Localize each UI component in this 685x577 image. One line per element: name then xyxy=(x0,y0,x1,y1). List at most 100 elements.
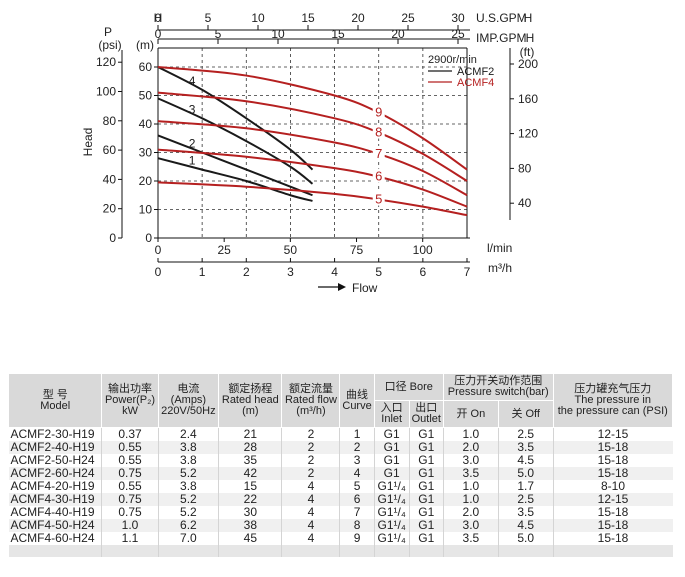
table-cell: 15-18 xyxy=(552,467,673,480)
table-row: ACMF2-40-H19 0.55 3.8 28 2 2 G1 G1 2.0 3.5 15-18 xyxy=(8,441,673,454)
table-cell: 15-18 xyxy=(552,519,673,532)
tick-label-psi: 120 xyxy=(96,55,116,69)
table-cell: ACMF4-50-H24 xyxy=(8,519,102,532)
tick-label-m: 40 xyxy=(139,117,153,131)
curve-label-bg-6 xyxy=(372,168,385,183)
table-cell: 38 xyxy=(218,519,282,532)
table-row: ACMF2-30-H19 0.37 2.4 21 2 1 G1 G1 1.0 2.5 12-15 xyxy=(8,427,673,441)
table-cell: 2 xyxy=(281,467,340,480)
tick-label-us-gpm: 10 xyxy=(251,11,265,25)
curve-8 xyxy=(157,91,468,182)
table-cell-empty xyxy=(101,545,159,557)
table-row: ACMF2-50-H24 0.55 3.8 35 2 3 G1 G1 3.0 4.5 15-18 xyxy=(8,454,673,467)
tick-label-psi: 40 xyxy=(103,172,117,186)
table-cell: ACMF4-40-H19 xyxy=(8,506,102,519)
table-cell: ACMF2-50-H24 xyxy=(8,454,102,467)
curve-label-bg-7 xyxy=(372,145,385,160)
table-cell: 5.0 xyxy=(497,532,554,545)
table-cell: G1 xyxy=(408,427,444,441)
th-inlet: 入口 Inlet xyxy=(373,400,410,428)
table-cell: ACMF2-60-H24 xyxy=(8,467,102,480)
table-cell: 1.0 xyxy=(442,480,499,493)
tick-label-psi: 100 xyxy=(96,85,116,99)
table-cell: G1 xyxy=(373,467,410,480)
table-cell: 1.0 xyxy=(101,519,159,532)
table-cell: G1 xyxy=(373,427,410,441)
table-cell: 0.55 xyxy=(101,441,159,454)
curve-6 xyxy=(157,148,468,208)
table-cell: 3.8 xyxy=(157,441,219,454)
tick-label-m: 30 xyxy=(139,146,153,160)
tick-label-imp-gpm: 20 xyxy=(391,27,405,41)
curve-label-9: 9 xyxy=(375,105,382,120)
tick-label-m3h: 0 xyxy=(155,265,162,279)
table-cell: 15-18 xyxy=(552,454,673,467)
table-cell: G1 xyxy=(373,454,410,467)
spec-table: 型 号 Model 输出功率 Power(P₂) kW 电流 (Amps) 220V/50… xyxy=(7,373,674,557)
table-cell: G1 xyxy=(408,519,444,532)
table-cell: G1 xyxy=(408,532,444,545)
th-model: 型 号 Model xyxy=(7,373,103,428)
table-cell: 3.5 xyxy=(442,467,499,480)
table-cell: G1¹/₄ xyxy=(373,532,410,545)
table-cell-empty xyxy=(552,545,673,557)
table-cell: 4 xyxy=(281,532,340,545)
tick-label-m3h: 3 xyxy=(287,265,294,279)
curve-9 xyxy=(157,66,468,171)
table-cell: ACMF2-30-H19 xyxy=(8,427,102,441)
curve-label-6: 6 xyxy=(375,169,382,184)
table-cell: 2.5 xyxy=(497,493,554,506)
tick-label-m3h: 1 xyxy=(199,265,206,279)
table-cell: 22 xyxy=(218,493,282,506)
table-cell: G1 xyxy=(408,506,444,519)
tick-label-ft: 120 xyxy=(518,127,538,141)
table-cell: 15-18 xyxy=(552,441,673,454)
tick-label-imp-gpm: 10 xyxy=(271,27,285,41)
table-cell: G1 xyxy=(408,441,444,454)
tick-label-lmin: 100 xyxy=(413,243,433,257)
table-cell: 1.0 xyxy=(442,427,499,441)
table-cell-empty xyxy=(281,545,340,557)
table-cell-empty xyxy=(373,545,410,557)
axis-title-flow: Flow xyxy=(352,281,378,295)
curve-label-3: 3 xyxy=(189,102,196,116)
table-cell: 6 xyxy=(339,493,375,506)
table-cell: 28 xyxy=(218,441,282,454)
table-cell: 0.75 xyxy=(101,493,159,506)
tick-label-m3h: 7 xyxy=(464,265,471,279)
table-row: ACMF4-40-H19 0.75 5.2 30 4 7 G1¹/₄ G1 2.0 3.5 15-1… xyxy=(8,506,673,519)
table-cell: 1 xyxy=(339,427,375,441)
table-row: ACMF4-30-H19 0.75 5.2 22 4 6 G1¹/₄ G1 1.0 2.5 12-1… xyxy=(8,493,673,506)
table-cell: 5.2 xyxy=(157,506,219,519)
tick-label-imp-gpm: 0 xyxy=(155,27,162,41)
table-cell: 3.0 xyxy=(442,519,499,532)
table-cell: G1 xyxy=(408,480,444,493)
tick-label-lmin: 0 xyxy=(155,243,162,257)
th-curve: 曲线 Curve xyxy=(339,373,375,428)
tick-label-ft: 80 xyxy=(518,161,532,175)
curve-label-7: 7 xyxy=(375,146,382,161)
tick-label-ft: 40 xyxy=(518,196,532,210)
tick-label-imp-gpm: 15 xyxy=(331,27,345,41)
curve-label-bg-5 xyxy=(372,191,385,206)
table-row: ACMF4-60-H24 1.1 7.0 45 4 9 G1¹/₄ G1 3.5 5.0 15-18 xyxy=(8,532,673,545)
table-cell: 3.5 xyxy=(497,441,554,454)
table-cell: G1 xyxy=(408,467,444,480)
axis-label-imp-gpm-h: H xyxy=(526,31,535,45)
table-cell: G1¹/₄ xyxy=(373,480,410,493)
table-cell: 2 xyxy=(281,441,340,454)
th-head: 额定扬程 Rated head (m) xyxy=(218,373,283,428)
table-cell: 1.7 xyxy=(497,480,554,493)
table-cell: 3.5 xyxy=(442,532,499,545)
table-cell: 0.37 xyxy=(101,427,159,441)
table-cell: 8-10 xyxy=(552,480,673,493)
tick-label-us-gpm: 15 xyxy=(301,11,315,25)
table-cell: G1¹/₄ xyxy=(373,493,410,506)
tick-label-m: 50 xyxy=(139,89,153,103)
axis-label-lmin: l/min xyxy=(487,241,512,255)
table-cell: 35 xyxy=(218,454,282,467)
axis-label-ft-unit: (ft) xyxy=(520,45,535,59)
axis-label-m3h: m³/h xyxy=(488,261,512,275)
table-cell: 3.0 xyxy=(442,454,499,467)
table-cell: 3.5 xyxy=(497,506,554,519)
